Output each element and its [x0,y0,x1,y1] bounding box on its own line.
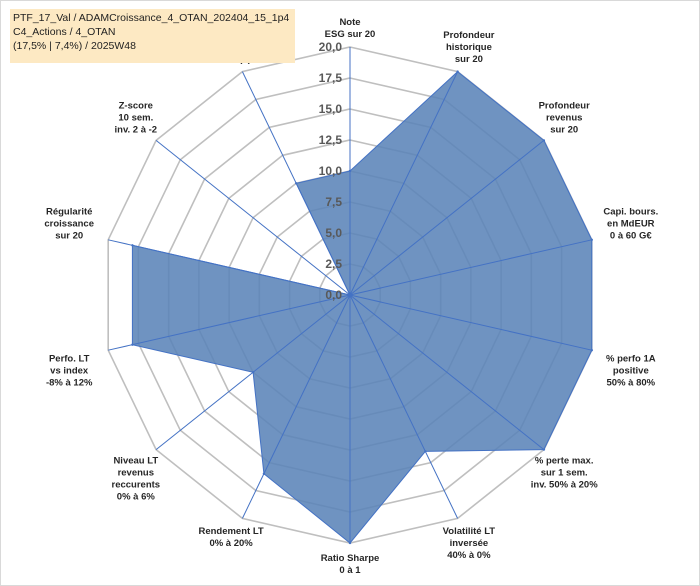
data-point-9 [262,472,266,475]
axis-label-5: % perfo 1A positive 50% à 80% [606,354,656,389]
spoke-6 [349,294,545,450]
spoke-7 [349,294,459,519]
axis-label-2: Profondeur historique sur 20 [443,30,494,65]
axis-label-4: Capi. bours. en MdEUR 0 à 60 G€ [603,207,658,242]
title-line-2: C4_Actions / 4_OTAN [13,26,116,38]
axis-label-12: Régularité croissance sur 20 [44,207,94,242]
chart-title-box: PTF_17_Val / ADAMCroissance_4_OTAN_20240… [10,9,295,63]
title-line-1: PTF_17_Val / ADAMCroissance_4_OTAN_20240… [13,12,290,24]
tick-label-2: 5,0 [325,226,342,240]
data-point-11 [131,343,134,346]
data-point-3 [542,139,546,142]
axis-label-1: Note ESG sur 20 [325,17,376,40]
tick-label-8: 20,0 [319,40,343,54]
data-point-1 [348,169,352,173]
tick-label-4: 10,0 [319,164,343,178]
spoke-13 [155,140,351,296]
radar-spokes [108,47,592,543]
tick-label-3: 7,5 [325,195,342,209]
spoke-5 [349,294,592,351]
spoke-9 [241,294,351,519]
tick-label-7: 17,5 [319,71,343,85]
spoke-11 [108,294,351,351]
data-point-2 [456,70,459,73]
data-point-8 [348,541,352,545]
data-point-6 [542,448,546,451]
radial-tick-labels: 0,0 2,5 5,0 7,5 10,0 12,5 15,0 17,5 20,0 [319,40,343,302]
axis-label-6: % perte max. sur 1 sem. inv. 50% à 20% [531,455,598,490]
axis-label-11: Perfo. LT vs index -8% à 12% [46,354,93,389]
data-point-12 [131,244,134,247]
title-line-3: (17,5% | 7,4%) / 2025W48 [13,40,136,52]
tick-label-6: 15,0 [319,102,343,116]
tick-label-1: 2,5 [325,257,342,271]
axis-label-8: Ratio Sharpe 0 à 1 [321,553,380,576]
spoke-4 [349,239,592,296]
data-point-10 [251,371,255,374]
data-point-7 [424,450,427,453]
tick-label-0: 0,0 [325,288,342,302]
spoke-12 [108,239,351,296]
tick-label-5: 12,5 [319,133,343,147]
axis-label-3: Profondeur revenus sur 20 [539,101,590,136]
data-point-13 [348,293,352,297]
spoke-2 [349,71,459,296]
axis-label-10: Niveau LT revenus reccurents 0% à 6% [112,455,161,502]
data-point-14 [295,182,298,185]
axis-label-13: Z-score 10 sem. inv. 2 à -2 [115,101,158,136]
axis-label-9: Rendement LT 0% à 20% [198,526,263,549]
spoke-3 [349,140,545,296]
axis-label-7: Volatilité LT inversée 40% à 0% [443,526,496,561]
data-point-5 [590,349,593,352]
data-point-4 [590,238,593,241]
